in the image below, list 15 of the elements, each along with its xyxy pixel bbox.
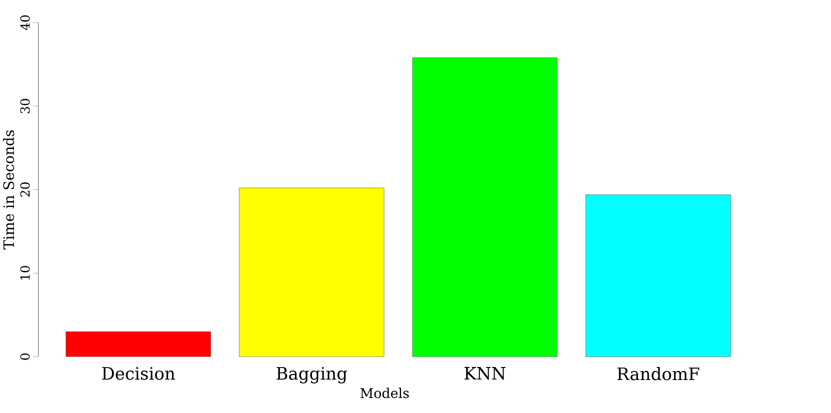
x-tick-label: RandomF	[617, 366, 700, 380]
y-tick-label: 40	[20, 15, 30, 30]
x-tick-label: Decision	[102, 366, 175, 380]
y-tick-label: 0	[20, 353, 30, 360]
y-axis-title: Time in Seconds	[3, 130, 14, 250]
bar	[586, 194, 731, 357]
bar	[239, 188, 384, 357]
y-tick-label: 20	[20, 182, 30, 197]
x-tick-label: KNN	[464, 366, 506, 380]
x-tick-label: Bagging	[276, 366, 348, 384]
x-axis-title: Models	[360, 388, 409, 398]
y-tick-label: 30	[20, 98, 30, 113]
y-tick-label: 10	[20, 266, 30, 280]
bar	[412, 57, 558, 357]
bar	[66, 331, 211, 357]
